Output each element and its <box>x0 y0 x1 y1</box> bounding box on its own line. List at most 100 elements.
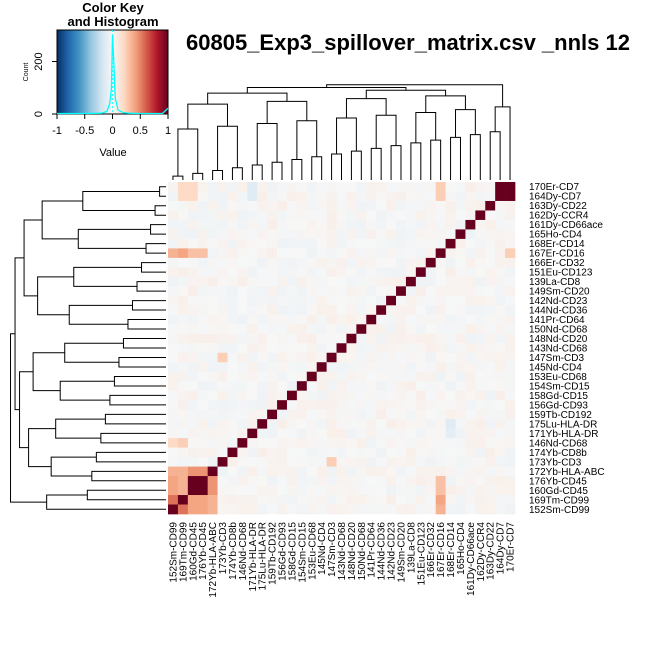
heatmap-cell <box>257 362 268 373</box>
heatmap-cell <box>495 333 506 344</box>
heatmap-cell <box>435 200 446 211</box>
heatmap-cell <box>455 504 466 515</box>
heatmap-cell <box>227 238 238 249</box>
heatmap-cell <box>267 219 278 230</box>
heatmap-cell <box>286 267 298 278</box>
heatmap-cell <box>257 343 268 354</box>
heatmap-cell <box>177 485 189 496</box>
heatmap-cell <box>237 333 248 344</box>
heatmap-cell <box>326 314 337 325</box>
heatmap-cell <box>505 295 516 306</box>
heatmap-cell <box>435 248 446 259</box>
heatmap-cell <box>316 333 327 344</box>
heatmap-cell <box>277 238 288 249</box>
heatmap-cell <box>286 466 298 477</box>
heatmap-cell <box>257 324 268 335</box>
heatmap-cell <box>237 257 248 268</box>
heatmap-cell <box>286 390 298 401</box>
heatmap-cell <box>405 191 417 202</box>
heatmap-cell <box>435 267 446 278</box>
heatmap-cell <box>197 447 208 458</box>
heatmap-cell <box>356 409 367 420</box>
heatmap-cell <box>346 352 357 363</box>
heatmap-cell <box>386 390 397 401</box>
heatmap-cell <box>336 362 347 373</box>
heatmap-cell <box>316 362 327 373</box>
heatmap-cell <box>247 343 258 354</box>
heatmap-cell <box>435 343 446 354</box>
heatmap-cell <box>346 409 357 420</box>
heatmap-cell <box>197 419 208 429</box>
heatmap-cell <box>505 400 516 411</box>
heatmap-cell <box>207 257 218 268</box>
heatmap-cell <box>336 428 347 439</box>
heatmap-cell <box>286 362 298 373</box>
heatmap-cell <box>376 295 387 306</box>
row-label: 171Yb-HLA-DR <box>529 429 598 440</box>
column-label: 164Dy-CD7 <box>496 522 507 575</box>
heatmap-cell <box>455 191 466 202</box>
heatmap-cell <box>465 295 476 306</box>
heatmap-cell <box>435 324 446 335</box>
heatmap-cell <box>336 182 347 192</box>
color-key-swatch <box>156 30 159 114</box>
heatmap-cell <box>435 428 446 439</box>
heatmap-cell <box>495 324 506 335</box>
heatmap-cell <box>257 238 268 249</box>
heatmap-cell <box>386 362 397 373</box>
heatmap-cell <box>485 324 496 335</box>
heatmap-cell <box>168 504 179 515</box>
heatmap-cell <box>168 390 179 401</box>
dendrogram-branch <box>118 356 166 368</box>
heatmap-cell <box>277 457 288 467</box>
heatmap-cell <box>296 381 308 392</box>
heatmap-cell <box>336 295 347 306</box>
heatmap-cell <box>336 343 347 354</box>
heatmap-cell <box>386 238 397 249</box>
heatmap-cell <box>247 257 258 268</box>
heatmap-cell <box>286 352 298 363</box>
heatmap-cell <box>267 182 278 192</box>
heatmap-cell <box>405 352 417 363</box>
heatmap-cell <box>306 390 318 401</box>
heatmap-cell <box>296 182 308 192</box>
color-key-swatch <box>80 30 82 114</box>
heatmap-cell <box>505 286 516 297</box>
heatmap-cell <box>475 286 486 297</box>
dendrogram-branch <box>207 92 288 105</box>
color-key-swatch <box>101 30 103 114</box>
heatmap-cell <box>366 390 377 401</box>
heatmap-cell <box>455 210 466 221</box>
dendrogram-branch <box>46 494 166 510</box>
heatmap-cell <box>257 276 268 287</box>
heatmap-cell <box>267 504 278 515</box>
color-key-swatch <box>112 30 114 114</box>
heatmap-cell <box>336 447 347 458</box>
heatmap-cell <box>505 447 516 458</box>
heatmap-cell <box>177 219 189 230</box>
heatmap-cell <box>376 495 387 505</box>
heatmap-cell <box>237 210 248 221</box>
heatmap-cell <box>405 238 417 249</box>
heatmap-cell <box>485 305 496 316</box>
heatmap-cell <box>227 210 238 221</box>
column-label: 166Er-CD32 <box>426 522 437 578</box>
heatmap-cell <box>376 182 387 192</box>
heatmap-cell <box>485 504 496 515</box>
color-key-swatch <box>70 30 73 114</box>
heatmap-cell <box>277 476 288 486</box>
heatmap-cell <box>356 200 367 211</box>
heatmap-cell <box>296 447 308 458</box>
heatmap-cell <box>346 343 357 354</box>
heatmap-cell <box>386 485 397 496</box>
color-key-swatch <box>83 30 86 114</box>
column-label: 176Yb-CD45 <box>198 522 209 580</box>
heatmap-cell <box>306 343 318 354</box>
row-label: 169Tm-CD99 <box>529 495 589 506</box>
heatmap-cell <box>277 314 288 325</box>
heatmap-cell <box>405 333 417 344</box>
heatmap-cell <box>267 305 278 316</box>
heatmap-cell <box>396 182 407 192</box>
column-label: 161Dy-CD66ace <box>466 522 477 596</box>
